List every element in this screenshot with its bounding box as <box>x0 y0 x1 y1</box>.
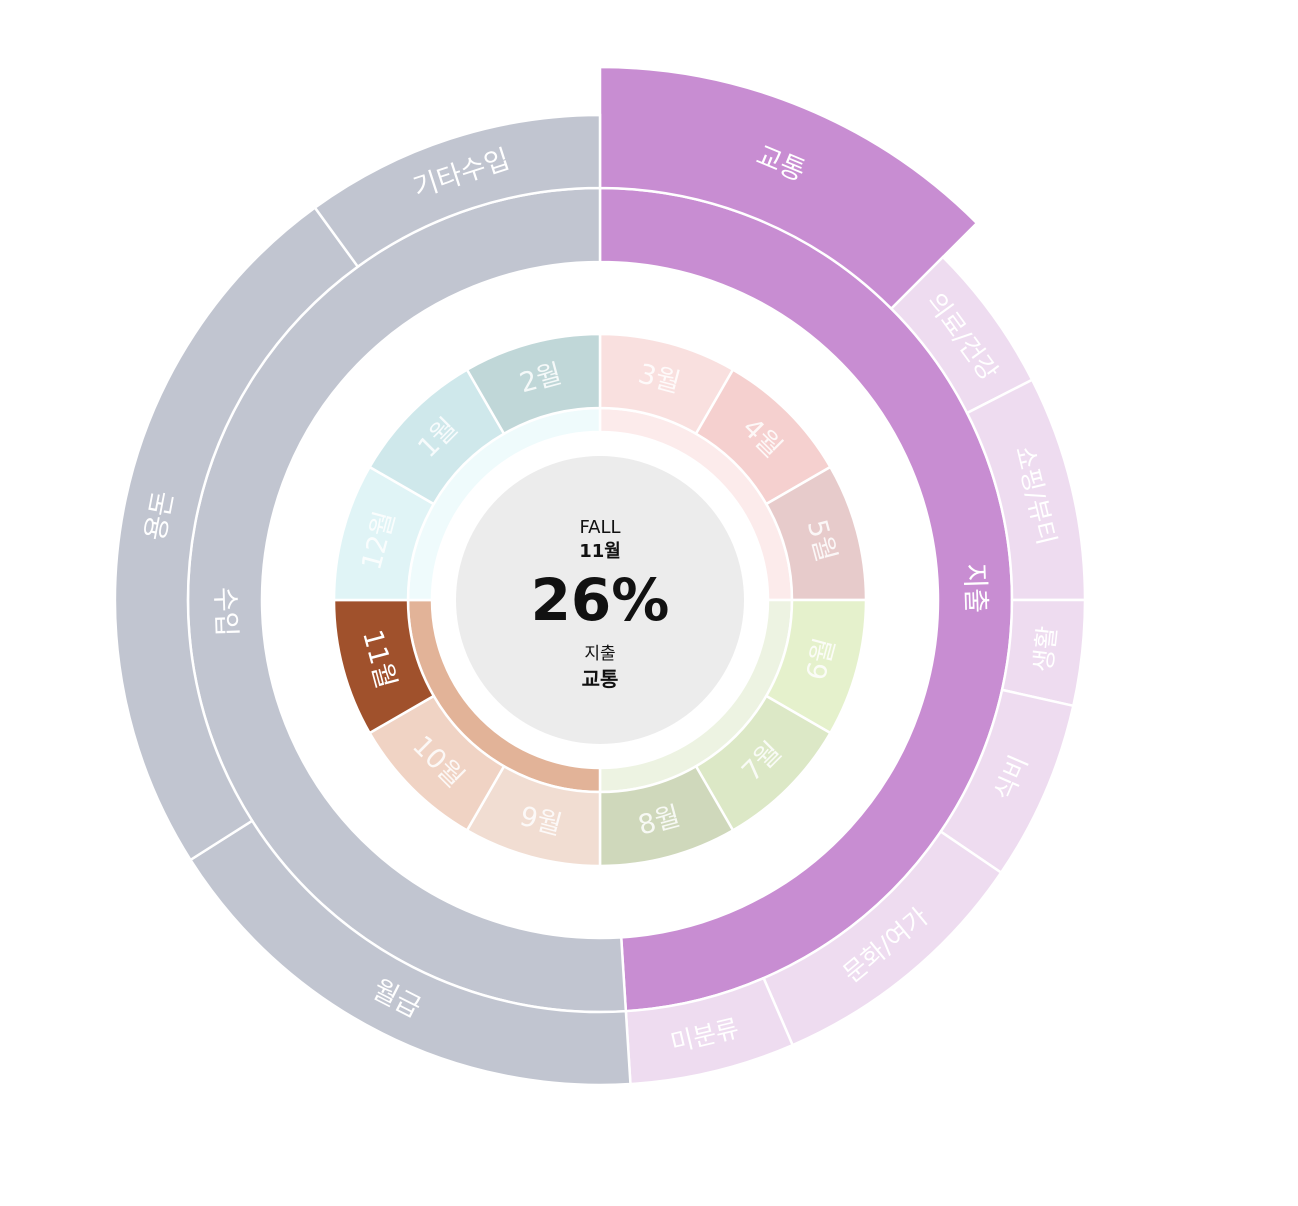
center-month: 11월 <box>579 541 621 562</box>
subcategory-label: 생활 <box>1028 625 1062 674</box>
subcategory-segment[interactable] <box>313 113 602 269</box>
month-segment[interactable] <box>465 332 602 436</box>
month-ring <box>332 332 868 868</box>
center-category: 지출 <box>584 644 615 664</box>
category-label: 수입 <box>209 586 242 637</box>
category-label: 지출 <box>959 563 992 614</box>
subcategory-segment[interactable] <box>598 65 979 311</box>
center-subcategory: 교통 <box>582 667 619 691</box>
center-disc <box>456 456 744 744</box>
season-ring <box>406 406 794 794</box>
center-season: FALL <box>579 517 620 538</box>
subcategory-ring <box>113 65 1087 1087</box>
center-percent: 26% <box>531 566 670 634</box>
